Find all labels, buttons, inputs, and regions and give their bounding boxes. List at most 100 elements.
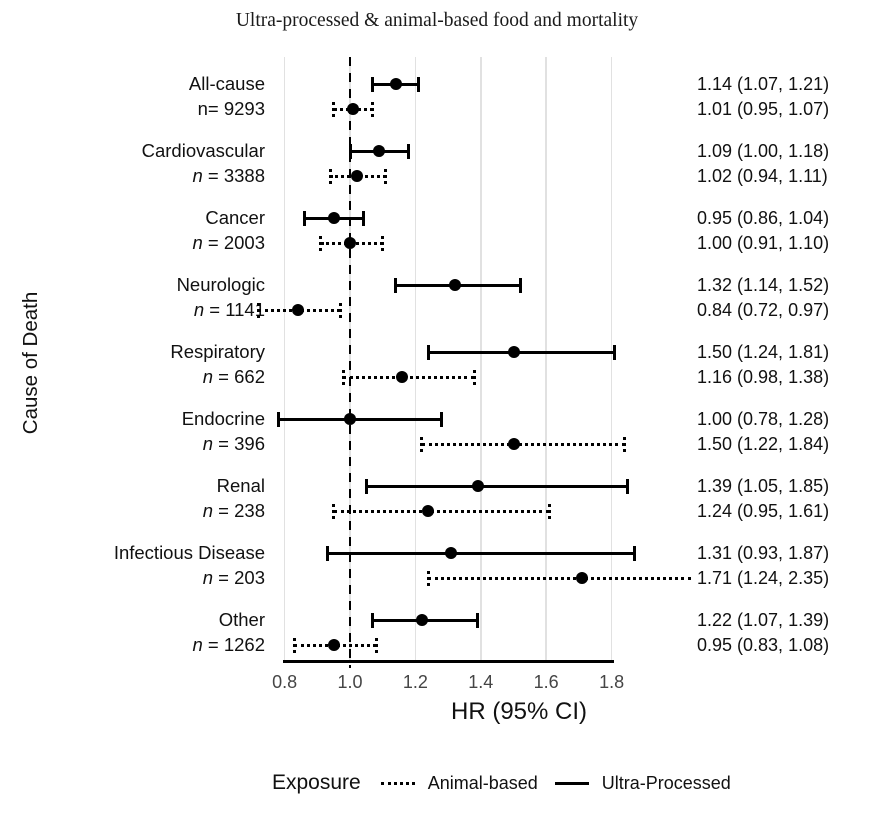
x-tick-label: 1.8	[599, 672, 625, 692]
infectious-disease-ultra-processed-ci-high-cap	[632, 545, 636, 561]
respiratory-animal-based-ci-high-cap	[472, 369, 476, 385]
x-tick-label: 1.2	[402, 672, 428, 692]
hr-value-infectious-disease-animal-based: 1.71 (1.24, 2.35)	[697, 568, 830, 588]
respiratory-animal-based-ci-line	[343, 375, 475, 379]
renal-animal-based-ci-line	[333, 509, 550, 513]
endocrine-ultra-processed-ci-low-cap	[276, 411, 280, 427]
renal-ultra-processed-ci-line	[366, 484, 628, 488]
renal-ultra-processed-ci-low-cap	[364, 478, 368, 494]
hr-value-endocrine-ultra-processed: 1.00 (0.78, 1.28)	[697, 409, 830, 429]
cancer-animal-based-ci-high-cap	[381, 235, 385, 251]
gridline	[545, 57, 547, 661]
legend-title: Exposure	[272, 771, 361, 794]
neurologic-ultra-processed-ci-high-cap	[518, 277, 522, 293]
renal-ultra-processed-ci-high-cap	[626, 478, 630, 494]
renal-animal-based-point	[422, 505, 435, 517]
x-axis-line	[283, 660, 614, 663]
legend-item-animal-based: Animal-based	[380, 772, 538, 794]
cardiovascular-ultra-processed-ci-low-cap	[348, 143, 352, 159]
cardiovascular-animal-based-point	[350, 170, 363, 182]
respiratory-ultra-processed-point	[507, 346, 520, 358]
figure-title: Ultra-processed & animal-based food and …	[235, 10, 639, 31]
gridline	[283, 57, 286, 661]
x-axis-title: HR (95% CI)	[451, 698, 588, 725]
all-cause-animal-based-ci-high-cap	[371, 101, 375, 117]
endocrine-animal-based-ci-low-cap	[420, 436, 424, 452]
cause-label-all-cause: All-cause	[188, 73, 265, 94]
other-ultra-processed-ci-high-cap	[476, 612, 480, 628]
respiratory-ultra-processed-ci-high-cap	[613, 344, 617, 360]
all-cause-ultra-processed-ci-high-cap	[417, 76, 421, 92]
x-tick-label: 1.4	[468, 672, 494, 692]
legend-item-label: Animal-based	[427, 772, 538, 793]
other-ultra-processed-ci-low-cap	[371, 612, 375, 628]
legend-item-label: Ultra-Processed	[601, 772, 731, 793]
x-tick-label: 0.8	[272, 672, 298, 692]
reference-line	[348, 57, 352, 668]
infectious-disease-ultra-processed-ci-low-cap	[325, 545, 329, 561]
hr-value-respiratory-ultra-processed: 1.50 (1.24, 1.81)	[697, 342, 830, 362]
hr-value-respiratory-animal-based: 1.16 (0.98, 1.38)	[697, 367, 830, 387]
n-label-endocrine: n = 396	[202, 433, 265, 454]
renal-animal-based-ci-high-cap	[547, 503, 551, 519]
other-animal-based-ci-low-cap	[292, 637, 296, 653]
neurologic-animal-based-point	[291, 304, 304, 316]
cancer-animal-based-point	[344, 237, 356, 249]
cause-label-other: Other	[218, 609, 265, 630]
cause-label-cardiovascular: Cardiovascular	[141, 140, 265, 161]
hr-value-infectious-disease-ultra-processed: 1.31 (0.93, 1.87)	[697, 543, 830, 563]
cause-label-endocrine: Endocrine	[181, 408, 265, 429]
cause-label-neurologic: Neurologic	[176, 274, 265, 295]
endocrine-animal-based-point	[507, 438, 520, 450]
x-tick-label: 1.6	[533, 672, 559, 692]
gridline	[414, 57, 417, 661]
neurologic-animal-based-ci-high-cap	[338, 302, 342, 318]
gridline	[480, 57, 482, 661]
endocrine-ultra-processed-ci-line	[278, 417, 442, 421]
n-label-infectious-disease: n = 203	[202, 567, 265, 588]
hr-value-cancer-ultra-processed: 0.95 (0.86, 1.04)	[697, 208, 830, 228]
ultra-processed-line-sample	[554, 781, 589, 785]
hr-value-other-ultra-processed: 1.22 (1.07, 1.39)	[697, 610, 830, 630]
neurologic-ultra-processed-ci-low-cap	[394, 277, 398, 293]
all-cause-animal-based-point	[347, 103, 360, 115]
infectious-disease-animal-based-ci-low-cap	[426, 570, 430, 586]
hr-value-cardiovascular-ultra-processed: 1.09 (1.00, 1.18)	[697, 141, 830, 161]
legend: Exposure Animal-based Ultra-Processed	[272, 771, 731, 795]
hr-value-neurologic-ultra-processed: 1.32 (1.14, 1.52)	[697, 275, 830, 295]
endocrine-ultra-processed-ci-high-cap	[440, 411, 444, 427]
infectious-disease-ultra-processed-point	[445, 547, 458, 559]
n-label-all-cause: n= 9293	[197, 98, 265, 119]
hr-value-renal-animal-based: 1.24 (0.95, 1.61)	[697, 501, 830, 521]
renal-ultra-processed-point	[471, 480, 484, 492]
x-tick-label: 1.0	[337, 672, 363, 692]
infectious-disease-animal-based-ci-line	[428, 576, 691, 580]
legend-item-ultra-processed: Ultra-Processed	[554, 772, 731, 794]
neurologic-ultra-processed-point	[448, 279, 461, 291]
respiratory-ultra-processed-ci-line	[428, 350, 615, 354]
n-label-other: n = 1262	[192, 634, 265, 655]
respiratory-animal-based-ci-low-cap	[341, 369, 345, 385]
hr-value-neurologic-animal-based: 0.84 (0.72, 0.97)	[697, 300, 830, 320]
cardiovascular-animal-based-ci-high-cap	[384, 168, 388, 184]
n-label-cardiovascular: n = 3388	[192, 165, 265, 186]
cancer-ultra-processed-ci-low-cap	[302, 210, 306, 226]
cause-label-respiratory: Respiratory	[170, 341, 265, 362]
cancer-animal-based-ci-low-cap	[319, 235, 323, 251]
cardiovascular-animal-based-ci-low-cap	[328, 168, 332, 184]
n-label-neurologic: n = 1141	[193, 299, 265, 320]
cause-label-cancer: Cancer	[205, 207, 265, 228]
n-label-respiratory: n = 662	[202, 366, 265, 387]
endocrine-animal-based-ci-high-cap	[623, 436, 627, 452]
infectious-disease-animal-based-point	[576, 572, 589, 584]
other-animal-based-point	[327, 639, 340, 651]
cancer-ultra-processed-ci-high-cap	[361, 210, 365, 226]
animal-based-line-sample	[380, 781, 415, 785]
renal-animal-based-ci-low-cap	[332, 503, 336, 519]
cardiovascular-ultra-processed-ci-high-cap	[407, 143, 411, 159]
n-label-cancer: n = 2003	[192, 232, 265, 253]
endocrine-animal-based-ci-line	[421, 442, 625, 446]
infectious-disease-ultra-processed-ci-line	[327, 551, 635, 555]
other-ultra-processed-point	[415, 614, 428, 626]
hr-value-all-cause-ultra-processed: 1.14 (1.07, 1.21)	[697, 74, 830, 94]
